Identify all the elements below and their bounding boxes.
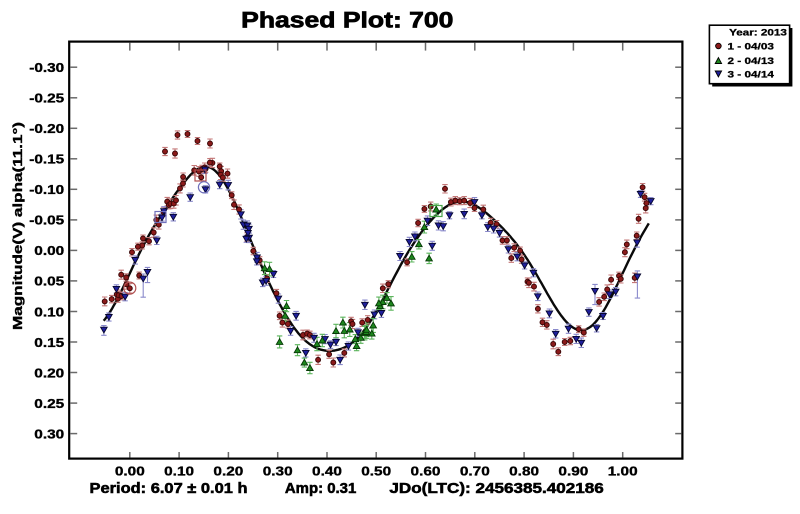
svg-text:0.00: 0.00 xyxy=(34,243,64,258)
svg-text:0.30: 0.30 xyxy=(34,426,64,441)
svg-text:0.70: 0.70 xyxy=(460,463,490,478)
svg-text:-0.30: -0.30 xyxy=(29,60,64,75)
svg-text:0.10: 0.10 xyxy=(164,463,194,478)
svg-text:1.00: 1.00 xyxy=(608,463,638,478)
svg-text:-0.20: -0.20 xyxy=(29,121,64,136)
svg-text:Period: 6.07 ± 0.01 h: Period: 6.07 ± 0.01 h xyxy=(90,481,248,497)
svg-text:Magnitude(V) alpha(11.1°): Magnitude(V) alpha(11.1°) xyxy=(10,122,25,330)
svg-text:Year: 2013: Year: 2013 xyxy=(729,27,787,38)
svg-text:1 - 04/03: 1 - 04/03 xyxy=(728,41,774,52)
svg-text:-0.25: -0.25 xyxy=(29,91,64,106)
svg-text:0.05: 0.05 xyxy=(34,274,64,289)
svg-text:0.60: 0.60 xyxy=(411,463,441,478)
svg-text:0.90: 0.90 xyxy=(558,463,588,478)
svg-text:-0.15: -0.15 xyxy=(29,152,64,167)
svg-text:0.25: 0.25 xyxy=(34,396,64,411)
svg-text:0.15: 0.15 xyxy=(34,335,64,350)
svg-text:0.20: 0.20 xyxy=(213,463,243,478)
svg-text:-0.05: -0.05 xyxy=(29,213,64,228)
svg-text:0.30: 0.30 xyxy=(263,463,293,478)
svg-text:0.80: 0.80 xyxy=(509,463,539,478)
svg-text:2 - 04/13: 2 - 04/13 xyxy=(728,56,774,67)
svg-text:-0.10: -0.10 xyxy=(29,182,64,197)
svg-text:3 - 04/14: 3 - 04/14 xyxy=(728,69,775,80)
svg-text:Phased Plot: 700: Phased Plot: 700 xyxy=(241,8,453,33)
svg-text:0.20: 0.20 xyxy=(34,365,64,380)
svg-text:0.50: 0.50 xyxy=(361,463,391,478)
svg-text:0.10: 0.10 xyxy=(34,304,64,319)
svg-text:JDo(LTC): 2456385.402186: JDo(LTC): 2456385.402186 xyxy=(389,481,603,497)
svg-text:0.00: 0.00 xyxy=(115,463,145,478)
svg-text:0.40: 0.40 xyxy=(312,463,342,478)
svg-text:Amp: 0.31: Amp: 0.31 xyxy=(285,481,356,497)
